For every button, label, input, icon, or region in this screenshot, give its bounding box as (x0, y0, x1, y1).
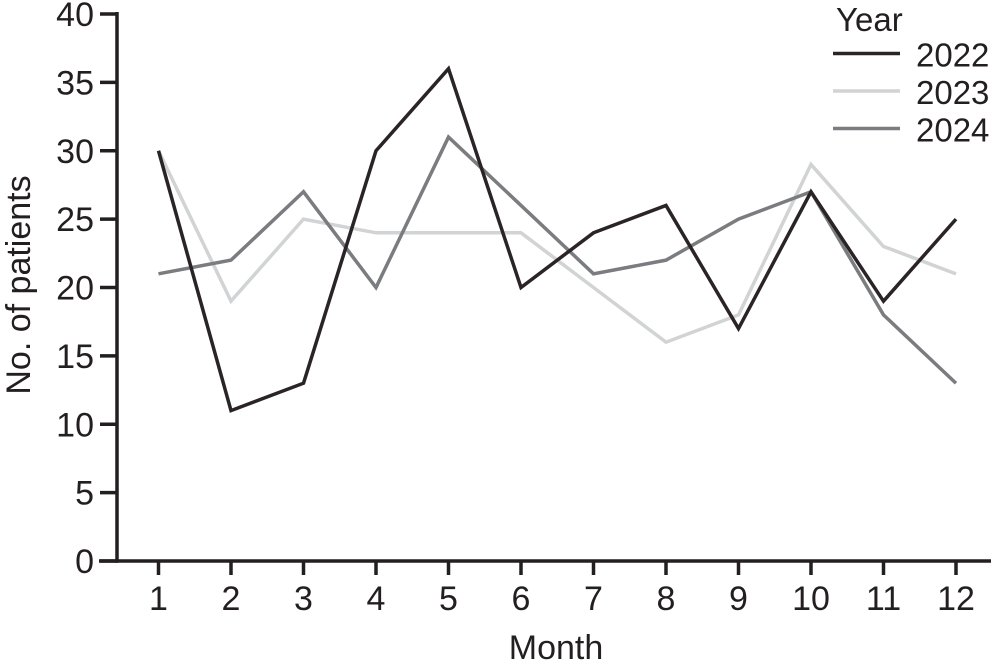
legend-label-2023: 2023 (916, 74, 989, 111)
series-line-2022 (156, 65, 958, 413)
y-tick-label-35: 35 (56, 64, 94, 102)
x-tick-label-9: 9 (729, 580, 748, 618)
x-tick-label-4: 4 (367, 580, 386, 618)
y-tick-label-40: 40 (56, 0, 94, 34)
x-tick-label-6: 6 (512, 580, 531, 618)
y-axis-title: No. of patients (0, 175, 38, 394)
x-tick-label-10: 10 (792, 580, 830, 618)
y-tick-label-20: 20 (56, 270, 94, 308)
x-tick-label-1: 1 (149, 580, 168, 618)
x-tick-label-2: 2 (222, 580, 241, 618)
y-tick-label-0: 0 (75, 543, 94, 581)
x-tick-label-11: 11 (866, 580, 901, 618)
legend-title: Year (836, 1, 903, 38)
x-tick-label-7: 7 (584, 580, 603, 618)
x-tick-label-12: 12 (937, 580, 975, 618)
series-line-2023 (156, 149, 957, 345)
y-tick-label-25: 25 (56, 201, 94, 239)
x-tick-label-3: 3 (294, 580, 313, 618)
y-tick-label-15: 15 (56, 338, 94, 376)
x-tick-label-8: 8 (657, 580, 676, 618)
y-tick-label-30: 30 (56, 133, 94, 171)
x-tick-label-5: 5 (439, 580, 458, 618)
y-tick-label-5: 5 (75, 475, 94, 513)
y-tick-label-10: 10 (56, 406, 94, 444)
x-axis-title: Month (509, 629, 604, 664)
legend-label-2022: 2022 (916, 37, 989, 74)
legend-label-2024: 2024 (916, 112, 989, 149)
